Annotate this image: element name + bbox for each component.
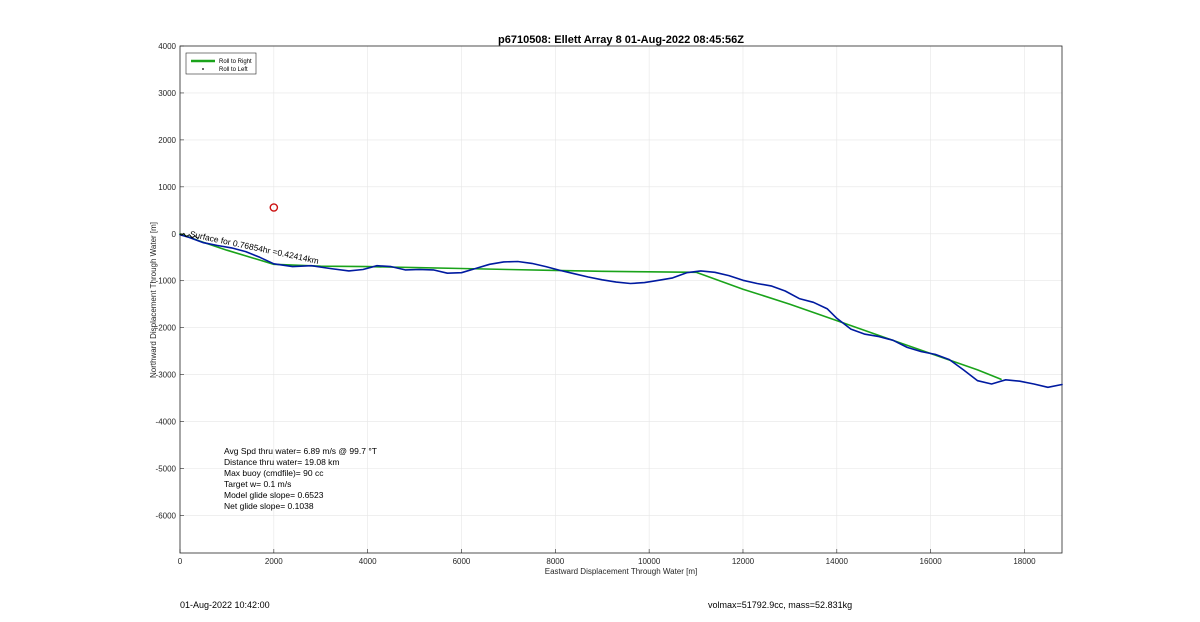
y-tick-label: 0: [172, 230, 177, 239]
x-tick-label: 6000: [453, 557, 471, 566]
x-tick-label: 12000: [732, 557, 755, 566]
series-trajectory-line: [179, 233, 1063, 389]
y-tick-label: 1000: [158, 183, 176, 192]
legend-label-roll-right: Roll to Right: [219, 59, 252, 65]
stat-model-glide-slope: Model glide slope= 0.6523: [224, 490, 324, 500]
target-waypoint-marker: [269, 203, 279, 212]
stat-max-buoy: Max buoy (cmdfile)= 90 cc: [224, 468, 324, 478]
y-axis-label: Northward Displacement Through Water [m]: [149, 222, 158, 378]
legend-swatch-roll-left: [202, 68, 204, 70]
footer-vehicle-params: volmax=51792.9cc, mass=52.831kg: [708, 600, 853, 610]
x-axis-label: Eastward Displacement Through Water [m]: [545, 567, 698, 576]
y-tick-label: -2000: [156, 324, 177, 333]
y-tick-label: -3000: [156, 371, 177, 380]
stat-target-w: Target w= 0.1 m/s: [224, 479, 291, 489]
x-tick-label: 16000: [920, 557, 943, 566]
series-layer: [179, 203, 1063, 389]
stats-block: Avg Spd thru water= 6.89 m/s @ 99.7 °T D…: [224, 446, 377, 511]
stat-net-glide-slope: Net glide slope= 0.1038: [224, 501, 314, 511]
stat-distance: Distance thru water= 19.08 km: [224, 457, 340, 467]
x-tick-label: 8000: [546, 557, 564, 566]
chart-title: p6710508: Ellett Array 8 01-Aug-2022 08:…: [498, 34, 744, 46]
y-tick-label: -5000: [156, 465, 177, 474]
x-tick-label: 0: [178, 557, 183, 566]
series-surface-drift-line: [179, 232, 199, 239]
stat-avg-speed: Avg Spd thru water= 6.89 m/s @ 99.7 °T: [224, 446, 377, 456]
x-tick-label: 4000: [359, 557, 377, 566]
x-tick-label: 14000: [826, 557, 849, 566]
x-tick-label: 18000: [1013, 557, 1036, 566]
x-tick-label: 2000: [265, 557, 283, 566]
y-tick-label: -6000: [156, 511, 177, 520]
y-tick-label: 3000: [158, 89, 176, 98]
legend: Roll to Right Roll to Left: [185, 52, 257, 75]
y-tick-label: 4000: [158, 42, 176, 51]
footer-timestamp: 01-Aug-2022 10:42:00: [180, 600, 270, 610]
tick-labels: 0 2000 4000 6000 8000 10000 12000 14000 16000 180…: [156, 42, 1037, 566]
legend-label-roll-left: Roll to Left: [219, 67, 248, 73]
y-tick-label: 2000: [158, 136, 176, 145]
x-tick-label: 10000: [638, 557, 661, 566]
y-tick-label: -1000: [156, 277, 177, 286]
plot-area: [179, 45, 1063, 554]
y-tick-label: -4000: [156, 418, 177, 427]
surface-annotation: Surface for 0.76854hr =0.42414km: [189, 229, 320, 266]
